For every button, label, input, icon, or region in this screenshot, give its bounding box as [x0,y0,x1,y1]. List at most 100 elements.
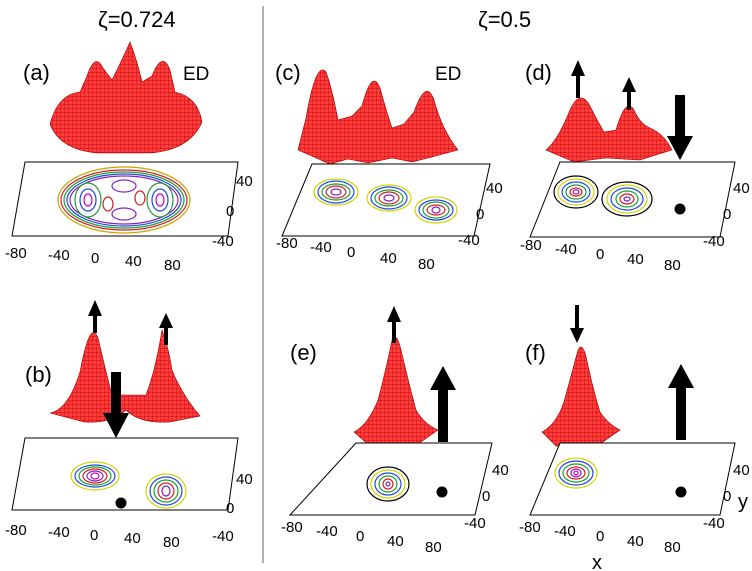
x-tick-a-1: -80 [5,245,27,262]
y-tick-e-2: 0 [482,488,490,505]
down-arrow-icon [103,372,129,438]
panel-b: (b) -80 -40 0 40 80 40 0 -40 [5,300,253,551]
density-surface-f [541,346,621,451]
y-tick-f-2: 0 [723,488,731,505]
x-tick-b-4: 40 [124,530,141,547]
contours-b [70,461,187,509]
x-tick-d-3: 0 [596,246,604,263]
panel-d: (d) -80 -40 0 40 80 40 0 -40 [520,60,750,274]
spin-arrows-e [387,306,456,442]
density-surface-c [297,69,459,165]
x-tick-e-1: -80 [281,519,303,536]
x-tick-b-3: 0 [90,527,98,544]
density-surface-b [49,328,201,423]
x-tick-f-2: -40 [554,523,576,540]
panel-tag-a: ED [183,64,209,85]
x-tick-e-2: -40 [316,523,338,540]
y-axis-label: y [738,491,748,513]
y-tick-b-2: 0 [226,500,234,517]
y-tick-e-3: -40 [464,515,486,532]
y-tick-b-3: -40 [212,528,234,545]
x-axis-label: x [592,552,602,571]
x-tick-c-1: -80 [276,235,298,252]
y-tick-c-1: 40 [486,180,503,197]
up-arrow-icon [159,313,173,345]
y-tick-f-1: 40 [733,462,750,479]
hole-marker [115,497,127,509]
y-tick-c-3: -40 [458,232,480,249]
panel-tag-c: ED [435,64,461,85]
panel-c: (c) ED -80 -40 0 40 80 40 0 -40 [275,60,503,273]
base-plane-d [529,161,736,238]
x-tick-a-3: 0 [91,250,99,267]
x-tick-f-4: 40 [627,533,644,550]
y-tick-d-1: 40 [733,180,750,197]
density-surface-a [49,41,203,154]
contours-a [57,166,191,234]
panel-label-b: (b) [25,362,52,387]
contours-c [313,178,458,224]
contours-e [366,466,410,502]
contours-f [554,457,598,489]
x-tick-c-2: -40 [310,239,332,256]
x-tick-c-4: 40 [380,250,397,267]
hole-marker [436,486,448,498]
y-tick-a-2: 0 [226,203,234,220]
y-tick-b-1: 40 [236,471,253,488]
x-tick-e-5: 80 [425,539,442,556]
base-plane-b [11,437,239,511]
density-surface-e [353,336,439,451]
x-tick-d-2: -40 [555,241,577,258]
hole-marker [675,486,687,498]
x-tick-b-5: 80 [163,534,180,551]
y-tick-d-3: -40 [703,233,725,250]
x-tick-c-3: 0 [347,244,355,261]
up-arrow-icon [88,300,102,333]
x-tick-b-2: -40 [48,524,70,541]
panel-a: (a) ED -80 -40 0 40 80 40 0 -40 [5,41,253,274]
up-arrow-icon [387,306,401,343]
down-arrow-icon [570,305,584,343]
y-tick-d-2: 0 [723,206,731,223]
base-plane-e [288,442,493,516]
x-tick-c-5: 80 [418,256,435,273]
panel-label-a: (a) [23,60,50,85]
panel-label-f: (f) [525,340,546,365]
spin-arrows-d [571,60,693,160]
x-tick-a-4: 40 [125,253,142,270]
x-tick-d-5: 80 [664,257,681,274]
x-tick-f-1: -80 [519,519,541,536]
panel-label-d: (d) [525,60,552,85]
x-tick-a-2: -40 [48,247,70,264]
up-arrow-icon [571,60,585,98]
x-tick-e-4: 40 [387,533,404,550]
panel-label-c: (c) [275,60,301,85]
zeta-header-left: ζ=0.724 [98,7,176,32]
x-tick-d-1: -80 [520,237,542,254]
y-tick-f-3: -40 [703,515,725,532]
x-tick-f-5: 80 [664,539,681,556]
base-plane-a [11,161,239,237]
density-surface-d [545,97,673,163]
x-tick-e-3: 0 [356,528,364,545]
y-tick-a-3: -40 [212,233,234,250]
x-tick-d-4: 40 [627,251,644,268]
up-arrow-icon [622,77,636,110]
spin-arrows-b [88,300,173,438]
y-tick-c-2: 0 [476,206,484,223]
x-tick-a-5: 80 [164,257,181,274]
contours-d [553,175,653,217]
spin-arrows-f [570,305,694,440]
down-arrow-icon [667,95,693,160]
zeta-header-right: ζ=0.5 [478,7,531,32]
panel-label-e: (e) [290,340,317,365]
up-arrow-icon [430,366,456,442]
y-tick-a-1: 40 [236,173,253,190]
panel-e: (e) -80 -40 0 40 80 40 0 -40 [281,306,509,556]
x-tick-f-3: 0 [596,528,604,545]
panel-f: (f) -80 -40 0 40 80 40 0 -40 x y [519,305,750,571]
up-arrow-icon [668,364,694,440]
y-tick-e-1: 40 [492,462,509,479]
x-tick-b-1: -80 [5,522,27,539]
